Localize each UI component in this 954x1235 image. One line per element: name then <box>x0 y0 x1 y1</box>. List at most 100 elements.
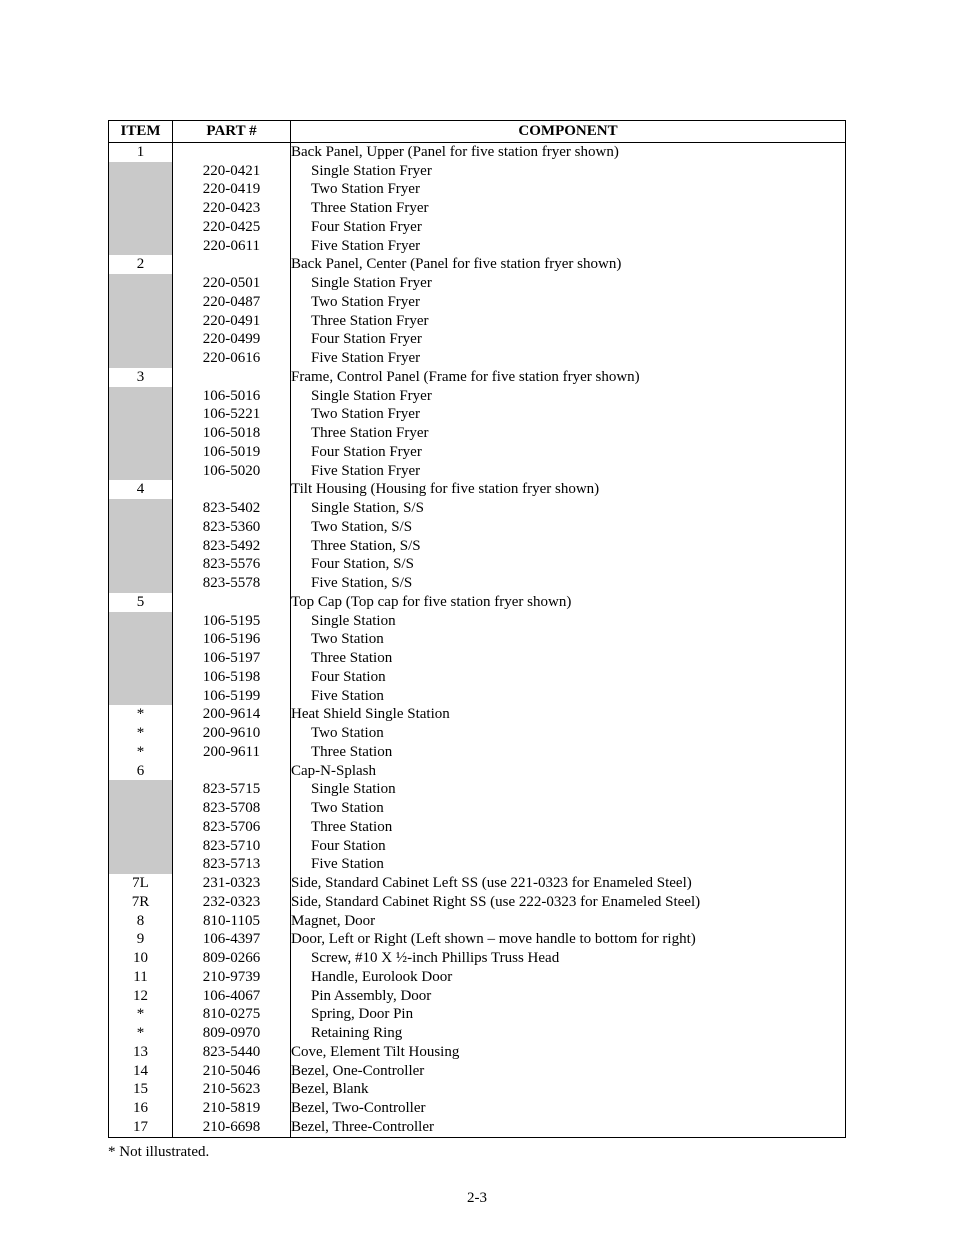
table-row: 106-5221Two Station Fryer <box>109 405 846 424</box>
cell-part: 106-5020 <box>173 462 291 481</box>
table-row: 220-0499Four Station Fryer <box>109 330 846 349</box>
cell-item: 3 <box>109 368 173 387</box>
component-text: Three Station Fryer <box>291 424 428 443</box>
table-row: 8810-1105Magnet, Door <box>109 912 846 931</box>
cell-item <box>109 799 173 818</box>
cell-component: Single Station <box>291 612 846 631</box>
cell-component: Two Station <box>291 630 846 649</box>
header-component: COMPONENT <box>291 121 846 143</box>
cell-component: Tilt Housing (Housing for five station f… <box>291 480 846 499</box>
cell-item <box>109 424 173 443</box>
table-row: 220-0419Two Station Fryer <box>109 180 846 199</box>
table-row: 823-5360Two Station, S/S <box>109 518 846 537</box>
cell-part: 823-5440 <box>173 1043 291 1062</box>
cell-component: Side, Standard Cabinet Right SS (use 222… <box>291 893 846 912</box>
cell-part <box>173 762 291 781</box>
cell-component: Four Station, S/S <box>291 555 846 574</box>
cell-component: Three Station, S/S <box>291 537 846 556</box>
cell-component: Heat Shield Single Station <box>291 705 846 724</box>
cell-item: 8 <box>109 912 173 931</box>
cell-item <box>109 199 173 218</box>
cell-part: 823-5492 <box>173 537 291 556</box>
cell-component: Single Station <box>291 780 846 799</box>
cell-part: 106-5195 <box>173 612 291 631</box>
cell-part: 106-5198 <box>173 668 291 687</box>
cell-component: Five Station <box>291 687 846 706</box>
cell-item: 1 <box>109 142 173 161</box>
cell-item <box>109 462 173 481</box>
cell-item <box>109 537 173 556</box>
cell-item: 13 <box>109 1043 173 1062</box>
cell-part: 106-5199 <box>173 687 291 706</box>
cell-item: * <box>109 724 173 743</box>
component-text: Four Station Fryer <box>291 330 422 349</box>
table-row: 2Back Panel, Center (Panel for five stat… <box>109 255 846 274</box>
component-text: Five Station <box>291 687 384 706</box>
cell-part: 823-5360 <box>173 518 291 537</box>
component-text: Five Station <box>291 855 384 874</box>
cell-part: 210-6698 <box>173 1118 291 1137</box>
cell-part: 200-9610 <box>173 724 291 743</box>
cell-component: Three Station Fryer <box>291 199 846 218</box>
table-row: 220-0421Single Station Fryer <box>109 162 846 181</box>
table-row: 1 Back Panel, Upper (Panel for five stati… <box>109 142 846 161</box>
component-text: Two Station Fryer <box>291 405 420 424</box>
component-text: Four Station Fryer <box>291 218 422 237</box>
cell-component: Handle, Eurolook Door <box>291 968 846 987</box>
cell-component: Bezel, One-Controller <box>291 1062 846 1081</box>
cell-component: Two Station Fryer <box>291 180 846 199</box>
table-row: 106-5020Five Station Fryer <box>109 462 846 481</box>
table-row: 823-5402Single Station, S/S <box>109 499 846 518</box>
cell-part: 231-0323 <box>173 874 291 893</box>
component-text: Handle, Eurolook Door <box>291 968 452 987</box>
table-row: 14210-5046Bezel, One-Controller <box>109 1062 846 1081</box>
cell-item: 2 <box>109 255 173 274</box>
cell-component: Four Station <box>291 837 846 856</box>
cell-component: Five Station <box>291 855 846 874</box>
cell-part: 220-0501 <box>173 274 291 293</box>
cell-item <box>109 443 173 462</box>
cell-item <box>109 218 173 237</box>
cell-item: 14 <box>109 1062 173 1081</box>
table-row: 823-5492Three Station, S/S <box>109 537 846 556</box>
cell-item: 7R <box>109 893 173 912</box>
cell-part: 220-0419 <box>173 180 291 199</box>
cell-item <box>109 855 173 874</box>
cell-item: 7L <box>109 874 173 893</box>
cell-item <box>109 387 173 406</box>
cell-component: Three Station Fryer <box>291 424 846 443</box>
cell-part: 809-0266 <box>173 949 291 968</box>
cell-part: 823-5576 <box>173 555 291 574</box>
cell-component: Back Panel, Upper (Panel for five statio… <box>291 142 846 161</box>
table-row: 13823-5440Cove, Element Tilt Housing <box>109 1043 846 1062</box>
cell-part: 232-0323 <box>173 893 291 912</box>
table-row: 3Frame, Control Panel (Frame for five st… <box>109 368 846 387</box>
cell-part: 200-9611 <box>173 743 291 762</box>
cell-component: Two Station <box>291 724 846 743</box>
component-text: Four Station <box>291 668 386 687</box>
page: ITEM PART # COMPONENT 1Back Panel, Upper… <box>0 0 954 1235</box>
cell-item: 12 <box>109 987 173 1006</box>
cell-item <box>109 162 173 181</box>
table-row: 106-5018Three Station Fryer <box>109 424 846 443</box>
component-text: Pin Assembly, Door <box>291 987 431 1006</box>
table-row: 220-0425Four Station Fryer <box>109 218 846 237</box>
cell-part: 106-5016 <box>173 387 291 406</box>
cell-part: 823-5708 <box>173 799 291 818</box>
table-body: 1 Back Panel, Upper (Panel for five stati… <box>109 142 846 1137</box>
component-text: Three Station, S/S <box>291 537 421 556</box>
component-text: Retaining Ring <box>291 1024 402 1043</box>
cell-component: Five Station Fryer <box>291 237 846 256</box>
component-text: Five Station Fryer <box>291 349 420 368</box>
footnote: * Not illustrated. <box>108 1144 846 1161</box>
cell-part: 823-5402 <box>173 499 291 518</box>
cell-component: Two Station, S/S <box>291 518 846 537</box>
cell-part: 220-0421 <box>173 162 291 181</box>
component-text: Single Station <box>291 612 396 631</box>
cell-part: 210-9739 <box>173 968 291 987</box>
cell-item: 5 <box>109 593 173 612</box>
table-row: 7L231-0323Side, Standard Cabinet Left SS… <box>109 874 846 893</box>
cell-part: 220-0423 <box>173 199 291 218</box>
table-row: 106-5019Four Station Fryer <box>109 443 846 462</box>
component-text: Four Station, S/S <box>291 555 414 574</box>
